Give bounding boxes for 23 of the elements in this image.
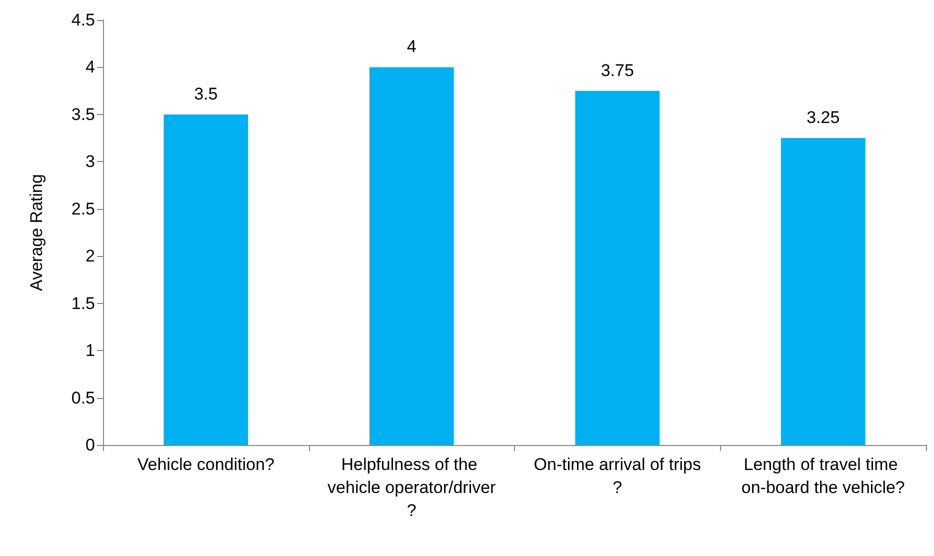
- x-tick-label: On-time arrival of trips?: [534, 455, 701, 497]
- y-tick-label: 3.5: [71, 104, 95, 124]
- bar: [369, 67, 454, 445]
- bar: [164, 114, 248, 445]
- bar: [575, 90, 660, 445]
- y-tick-label: 0.5: [71, 388, 95, 408]
- y-tick-label: 1: [86, 341, 95, 360]
- y-tick-label: 4.5: [71, 10, 95, 30]
- y-tick-label: 2.5: [71, 199, 95, 218]
- y-tick-label: 1.5: [71, 294, 95, 313]
- data-label: 3.5: [194, 84, 218, 104]
- x-tick-label: Helpfulness of the vehicle operator/driver?: [328, 455, 496, 520]
- y-tick-label: 0: [86, 436, 95, 454]
- y-axis-title: Average Rating: [27, 174, 46, 291]
- y-tick-label: 3: [86, 152, 95, 172]
- x-tick-label: Vehicle condition?: [137, 455, 274, 474]
- y-tick-label: 2: [86, 246, 95, 266]
- data-label: 4: [406, 37, 416, 56]
- x-tick-label: Length of travel time on-board the vehicle?: [741, 455, 905, 497]
- y-tick-label: 4: [86, 58, 95, 77]
- data-label: 3.25: [806, 108, 840, 128]
- bar: [780, 138, 866, 445]
- data-label: 3.75: [600, 60, 634, 80]
